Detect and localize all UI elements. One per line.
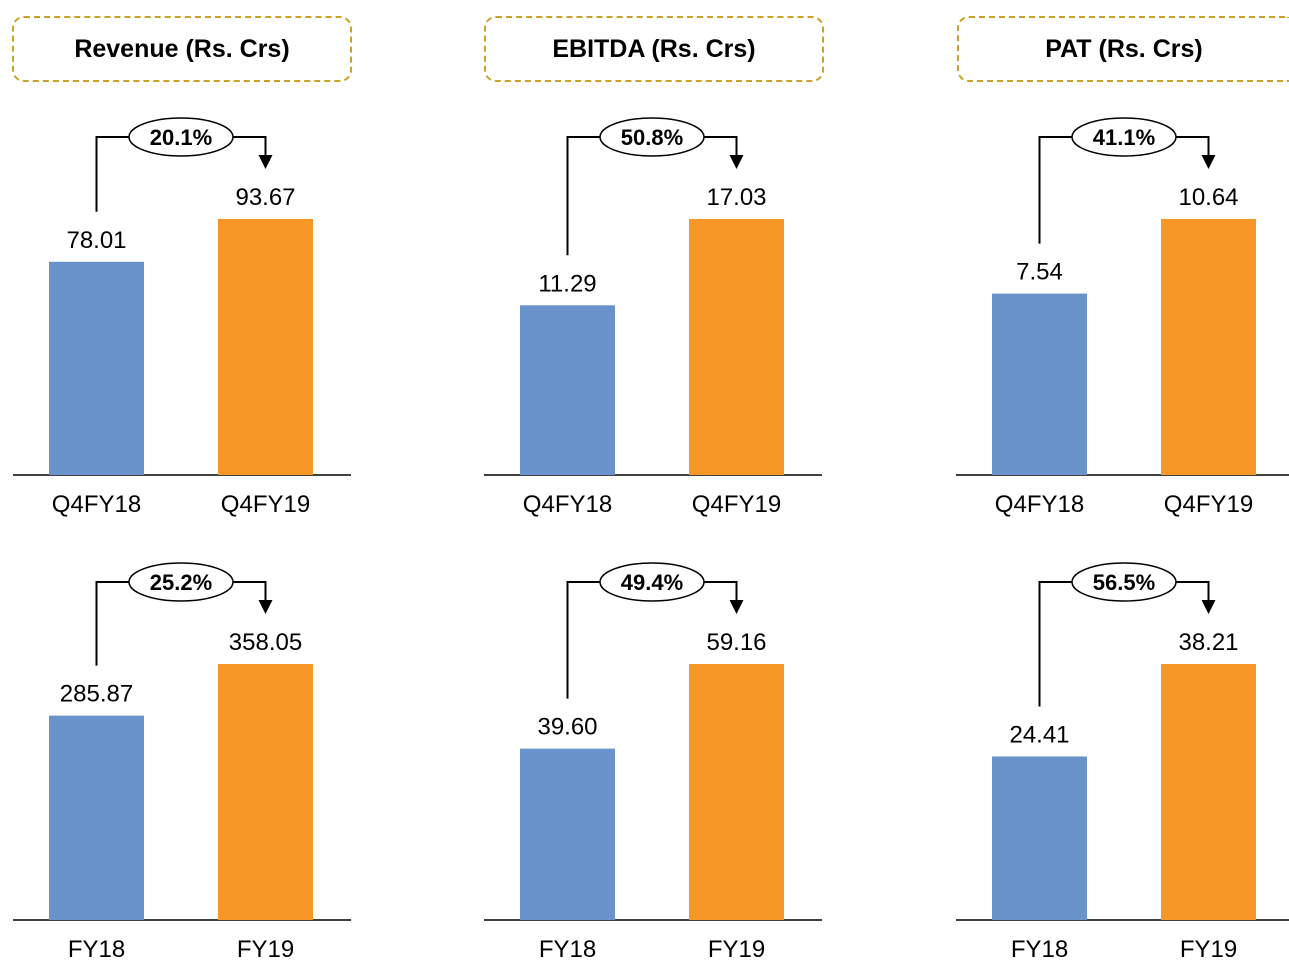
chart-2-growth-label: 50.8% bbox=[621, 125, 683, 150]
chart-5-growth-label: 49.4% bbox=[621, 570, 683, 595]
chart-3-category-label-2: Q4FY19 bbox=[1164, 491, 1253, 518]
chart-1-bar-Q4FY19 bbox=[218, 219, 313, 475]
chart-3-arrowhead bbox=[1201, 155, 1216, 169]
chart-2-growth-ellipse bbox=[599, 117, 705, 157]
chart-6-category-label-1: FY18 bbox=[1011, 936, 1068, 961]
chart-6-growth-label: 56.5% bbox=[1093, 570, 1155, 595]
chart-4-value-label-2: 358.05 bbox=[229, 629, 302, 656]
chart-3-growth-label: 41.1% bbox=[1093, 125, 1155, 150]
chart-5-bar-FY19 bbox=[689, 664, 784, 920]
chart-2-value-label-1: 11.29 bbox=[538, 270, 596, 297]
chart-2-category-label-1: Q4FY18 bbox=[523, 491, 612, 518]
chart-6-growth-ellipse bbox=[1071, 562, 1177, 602]
chart-1-category-label-1: Q4FY18 bbox=[52, 491, 141, 518]
chart-1-category-label-2: Q4FY19 bbox=[221, 491, 310, 518]
chart-4-arrowhead bbox=[258, 600, 273, 614]
chart-4-growth-label: 25.2% bbox=[150, 570, 212, 595]
chart-5-category-label-2: FY19 bbox=[708, 936, 765, 961]
chart-4-value-label-1: 285.87 bbox=[60, 681, 133, 708]
chart-4-bar-FY19 bbox=[218, 664, 313, 920]
chart-4-bar-FY18 bbox=[49, 715, 144, 920]
chart-5-bar-FY18 bbox=[520, 748, 615, 920]
chart-6-bar-FY19 bbox=[1161, 664, 1256, 920]
chart-2-category-label-2: Q4FY19 bbox=[692, 491, 781, 518]
chart-1-value-label-1: 78.01 bbox=[66, 227, 126, 254]
chart-6-value-label-2: 38.21 bbox=[1178, 629, 1238, 656]
chart-4-category-label-1: FY18 bbox=[68, 936, 125, 961]
chart-3-category-label-1: Q4FY18 bbox=[995, 491, 1084, 518]
chart-1-value-label-2: 93.67 bbox=[235, 184, 295, 211]
chart-6-category-label-2: FY19 bbox=[1180, 936, 1237, 961]
chart-2-bar-Q4FY18 bbox=[520, 305, 615, 475]
chart-3-bar-Q4FY19 bbox=[1161, 219, 1256, 475]
chart-6-value-label-1: 24.41 bbox=[1009, 721, 1069, 748]
revenue-header: Revenue (Rs. Crs) bbox=[12, 16, 352, 82]
chart-1-arrowhead bbox=[258, 155, 273, 169]
chart-2-value-label-2: 17.03 bbox=[706, 184, 766, 211]
chart-5-arrowhead bbox=[729, 600, 744, 614]
chart-5-value-label-2: 59.16 bbox=[706, 629, 766, 656]
ebitda-header: EBITDA (Rs. Crs) bbox=[484, 16, 824, 82]
chart-1-growth-label: 20.1% bbox=[150, 125, 212, 150]
chart-3-value-label-1: 7.54 bbox=[1016, 259, 1063, 286]
chart-4-category-label-2: FY19 bbox=[237, 936, 294, 961]
chart-2-arrowhead bbox=[729, 155, 744, 169]
chart-6-bar-FY18 bbox=[992, 756, 1087, 920]
chart-3-growth-ellipse bbox=[1071, 117, 1177, 157]
pat-header: PAT (Rs. Crs) bbox=[957, 16, 1289, 82]
chart-3-value-label-2: 10.64 bbox=[1178, 184, 1238, 211]
chart-5-category-label-1: FY18 bbox=[539, 936, 596, 961]
chart-1-bar-Q4FY18 bbox=[49, 261, 144, 475]
chart-6-arrowhead bbox=[1201, 600, 1216, 614]
chart-1-growth-ellipse bbox=[128, 117, 234, 157]
chart-2-bar-Q4FY19 bbox=[689, 219, 784, 475]
chart-5-growth-ellipse bbox=[599, 562, 705, 602]
chart-5-value-label-1: 39.60 bbox=[537, 714, 597, 741]
chart-4-growth-ellipse bbox=[128, 562, 234, 602]
chart-3-bar-Q4FY18 bbox=[992, 293, 1087, 475]
